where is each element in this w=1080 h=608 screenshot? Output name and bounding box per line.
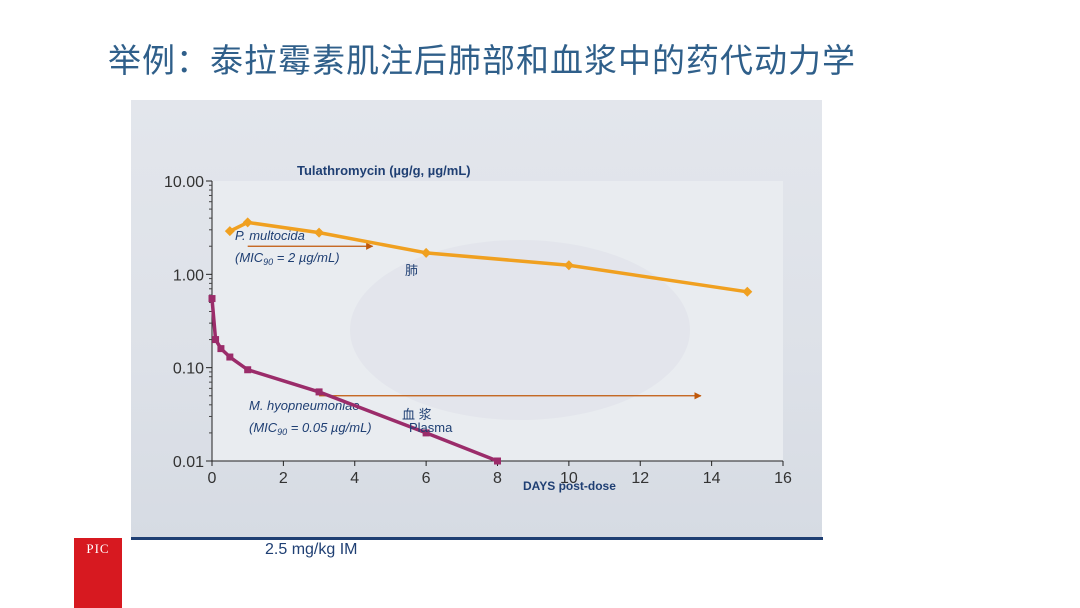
plasma-data-point	[212, 336, 220, 344]
y-tick-label: 0.01	[173, 454, 204, 471]
axes: 10.00 1.00 0.10 0.010 2 4 6 8 10 12 14 16	[164, 174, 792, 487]
pic-logo: PIC	[74, 538, 122, 608]
logo-text: PIC	[86, 541, 110, 556]
y-tick-label: 1.00	[173, 267, 204, 284]
x-tick-label: 6	[422, 470, 431, 487]
lung-data-point	[563, 260, 574, 271]
mic-value-label: (MIC90 = 0.05 µg/mL)	[249, 420, 372, 437]
x-tick-label: 16	[774, 470, 792, 487]
x-axis-title: DAYS post-dose	[523, 479, 616, 493]
x-tick-label: 8	[493, 470, 502, 487]
lung-data-point	[742, 286, 753, 297]
plasma-data-point	[208, 295, 216, 303]
lung-data-point	[421, 247, 432, 258]
dose-label: 2.5 mg/kg IM	[265, 541, 358, 558]
mic-value-label: (MIC90 = 2 µg/mL)	[235, 250, 340, 267]
plasma-series-label: 血 浆	[402, 407, 432, 422]
x-tick-label: 2	[279, 470, 288, 487]
x-tick-label: 14	[703, 470, 721, 487]
slide-title: 举例：泰拉霉素肌注后肺部和血浆中的药代动力学	[108, 41, 856, 80]
y-tick-label: 10.00	[164, 174, 204, 191]
mic-organism-label: M. hyopneumoniae	[249, 398, 360, 413]
x-tick-label: 0	[208, 470, 217, 487]
plot-watermark	[350, 240, 690, 420]
plasma-data-point	[226, 353, 234, 361]
mic-organism-label: P. multocida	[235, 228, 305, 243]
y-axis-title: Tulathromycin (µg/g, µg/mL)	[297, 163, 471, 178]
lung-data-point	[224, 226, 235, 237]
x-tick-label: 4	[350, 470, 359, 487]
plasma-data-point	[494, 457, 501, 465]
plasma-data-point	[244, 366, 252, 374]
plasma-data-point	[422, 429, 430, 437]
x-tick-label: 12	[631, 470, 649, 487]
y-tick-label: 0.10	[173, 361, 204, 378]
lung-series-label: 肺	[405, 263, 418, 278]
x-tick-label: 10	[560, 470, 578, 487]
bottom-rule	[131, 537, 823, 540]
plasma-data-point	[217, 345, 225, 353]
lung-data-point	[314, 227, 325, 238]
mic-annotations: P. multocida (MIC90 = 2 µg/mL) M. hyopneum…	[235, 228, 702, 437]
lung-data-point	[242, 217, 253, 228]
plasma-data-point	[315, 388, 323, 396]
plasma-sub-label: Plasma	[409, 420, 453, 435]
